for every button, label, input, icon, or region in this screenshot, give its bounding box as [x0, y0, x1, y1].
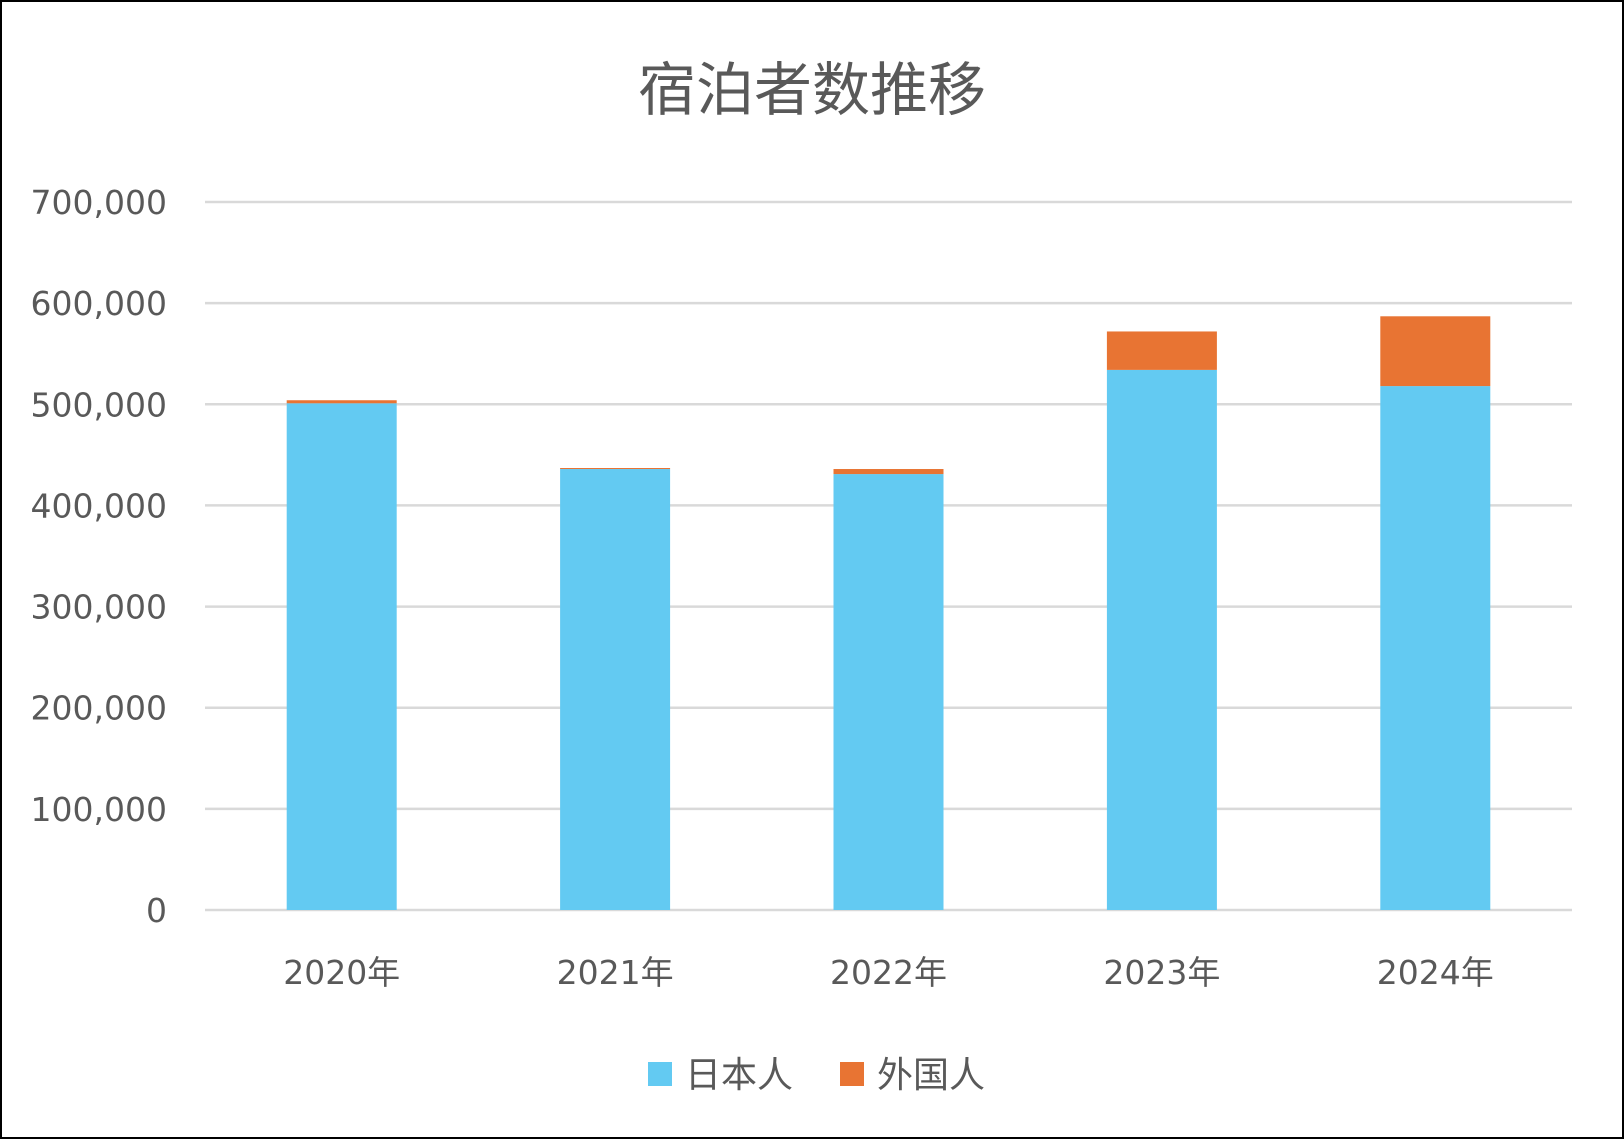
- legend-swatch: [840, 1062, 864, 1086]
- x-tick-label: 2020年: [283, 953, 400, 992]
- bar-foreign-0: [286, 400, 397, 404]
- bar-foreign-1: [560, 468, 671, 470]
- bar-japanese-2: [833, 474, 944, 910]
- y-tick-label: 200,000: [31, 689, 167, 728]
- y-tick-label: 300,000: [31, 588, 167, 627]
- x-tick-label: 2022年: [830, 953, 947, 992]
- y-tick-label: 600,000: [31, 284, 167, 323]
- bar-foreign-2: [833, 469, 944, 475]
- y-tick-label: 700,000: [31, 183, 167, 222]
- y-tick-label: 400,000: [31, 486, 167, 525]
- bar-japanese-3: [1106, 369, 1217, 910]
- x-tick-label: 2024年: [1377, 953, 1494, 992]
- legend-label: 日本人: [685, 1055, 793, 1096]
- bar-japanese-0: [286, 403, 397, 910]
- x-tick-label: 2021年: [557, 953, 674, 992]
- bars: [286, 316, 1491, 911]
- legend-swatch: [648, 1062, 672, 1086]
- legend-label: 外国人: [877, 1055, 985, 1096]
- bar-foreign-3: [1106, 331, 1217, 370]
- y-tick-label: 0: [146, 891, 167, 930]
- legend: 日本人 外国人: [648, 1055, 985, 1096]
- bar-japanese-4: [1380, 386, 1491, 911]
- bar-foreign-4: [1380, 316, 1491, 387]
- y-axis-tick-labels: 0 100,000 200,000 300,000 400,000 500,000 600,…: [31, 183, 167, 930]
- y-tick-label: 100,000: [31, 790, 167, 829]
- chart-title: 宿泊者数推移: [638, 56, 986, 124]
- x-axis-tick-labels: 2020年 2021年 2022年 2023年 2024年: [283, 953, 1494, 992]
- bar-japanese-1: [560, 469, 671, 910]
- x-tick-label: 2023年: [1103, 953, 1220, 992]
- y-tick-label: 500,000: [31, 385, 167, 424]
